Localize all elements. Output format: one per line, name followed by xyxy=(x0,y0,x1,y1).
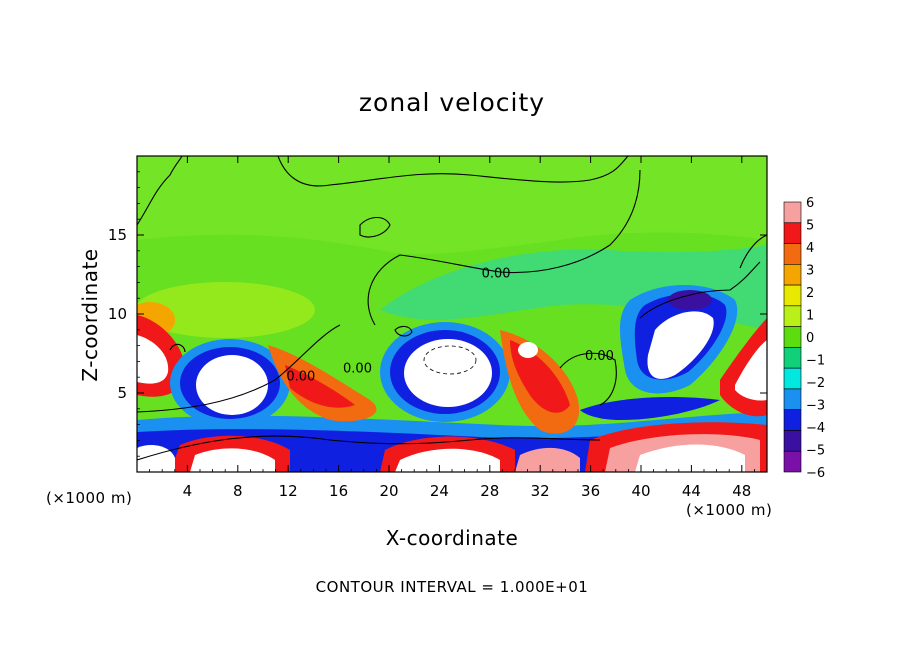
red-region-2-core xyxy=(510,340,570,413)
contour-line-5 xyxy=(137,324,341,413)
y-axis-ticks: 5 10 15 xyxy=(108,171,767,457)
x-tick-label: 48 xyxy=(732,482,751,500)
colorbar-swatch xyxy=(783,243,802,265)
contour-line-11 xyxy=(169,343,186,353)
lower-blue-patch xyxy=(580,397,720,420)
y-tick-label: 15 xyxy=(108,226,127,244)
contour-line-2 xyxy=(277,156,629,187)
y-tick-label: 5 xyxy=(117,384,127,402)
contour-line-10 xyxy=(739,234,767,269)
x-tick-label: 12 xyxy=(279,482,298,500)
vortex-2-dashed-contour xyxy=(423,345,477,375)
colorbar-level-label: 2 xyxy=(806,286,814,301)
bottom-white-patch-1 xyxy=(190,448,275,472)
x-tick-label: 4 xyxy=(183,482,193,500)
contour-line-9 xyxy=(639,261,761,319)
bottom-pink-patch xyxy=(515,447,580,472)
vortex-1-core xyxy=(196,355,268,415)
x-tick-label: 8 xyxy=(233,482,243,500)
vortex-3-core xyxy=(647,311,714,379)
contour-line-8 xyxy=(137,435,601,461)
x-tick-label: 36 xyxy=(581,482,600,500)
vortex-2-core xyxy=(404,339,492,407)
left-white-core xyxy=(137,335,169,384)
colorbar-swatch xyxy=(783,284,802,307)
x-tick-label: 44 xyxy=(682,482,701,500)
contour-labels: 0.00 0.00 0.00 0.00 xyxy=(286,267,614,385)
contour-line-1 xyxy=(137,156,183,226)
contour-line-6 xyxy=(359,216,391,238)
colorbar-level-label: −4 xyxy=(806,421,825,436)
contour-value-label: 0.00 xyxy=(343,361,372,376)
colorbar-level-label: 4 xyxy=(806,241,814,256)
upper-band xyxy=(137,156,767,255)
colorbar-level-label: 1 xyxy=(806,309,814,324)
chart-title: zonal velocity xyxy=(358,88,546,117)
colorbar-swatch xyxy=(783,326,802,348)
yellow-zone xyxy=(137,282,315,338)
colorbar-level-label: −5 xyxy=(806,444,825,459)
right-white-core xyxy=(735,340,767,401)
x-tick-label: 32 xyxy=(531,482,550,500)
x-tick-label: 28 xyxy=(480,482,499,500)
contour-line-3 xyxy=(367,169,641,326)
contour-value-label: 0.00 xyxy=(585,349,614,364)
x-unit-label-right: (×1000 m) xyxy=(686,501,773,519)
colorbar-level-label: 5 xyxy=(806,219,814,234)
colorbar-swatch xyxy=(783,367,802,390)
y-axis-label: Z-coordinate xyxy=(78,248,102,382)
contour-line-4 xyxy=(559,352,617,406)
x-axis-label: X-coordinate xyxy=(385,526,519,550)
colorbar-level-label: 3 xyxy=(806,264,814,279)
colorbar-swatch xyxy=(783,450,802,473)
x-tick-label: 16 xyxy=(329,482,348,500)
contour-line-7 xyxy=(394,325,413,337)
colorbar-level-label: −6 xyxy=(806,466,825,481)
colorbar-swatch xyxy=(783,201,802,224)
x-tick-label: 40 xyxy=(631,482,650,500)
colorbar-level-label: −3 xyxy=(806,399,825,414)
colorbar-swatch xyxy=(783,347,802,369)
contour-value-label: 0.00 xyxy=(286,369,315,384)
colorbar-level-label: 0 xyxy=(806,331,814,346)
colorbar-level-label: −2 xyxy=(806,376,825,391)
colorbar-swatch xyxy=(783,409,802,431)
x-unit-label-left: (×1000 m) xyxy=(46,489,133,507)
colorbar-level-label: 6 xyxy=(806,196,814,211)
velocity-field: 0.00 0.00 0.00 0.00 xyxy=(137,156,767,472)
red-region-2-white xyxy=(518,342,538,358)
colorbar-swatch xyxy=(783,305,802,327)
contour-interval-note: CONTOUR INTERVAL = 1.000E+01 xyxy=(315,578,589,596)
x-tick-label: 20 xyxy=(379,482,398,500)
colorbar-swatch xyxy=(783,388,802,410)
bottom-white-patch-3 xyxy=(635,444,745,472)
x-axis-ticks: 4 8 12 16 20 24 28 32 36 40 44 48 xyxy=(149,156,755,500)
colorbar-swatch xyxy=(783,430,802,452)
colorbar-swatch xyxy=(783,264,802,286)
red-tongue-1-core xyxy=(285,365,355,408)
zero-contours xyxy=(137,156,767,461)
y-tick-label: 10 xyxy=(108,305,127,323)
x-tick-label: 24 xyxy=(430,482,449,500)
colorbar: 6 5 4 3 2 1 0 −1 −2 −3 −4 −5 −6 xyxy=(783,196,825,481)
bottom-white-patch-2 xyxy=(395,448,500,472)
colorbar-swatch xyxy=(783,222,802,244)
vortex-3-purple xyxy=(668,290,712,310)
contour-value-label: 0.00 xyxy=(482,267,511,282)
colorbar-level-label: −1 xyxy=(806,354,825,369)
